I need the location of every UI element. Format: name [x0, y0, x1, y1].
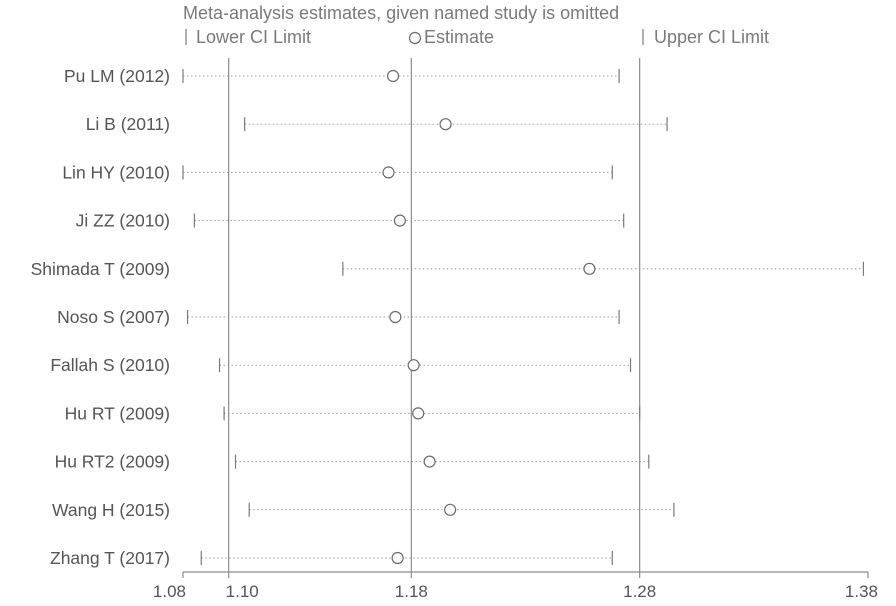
study-label: Hu RT (2009)	[65, 403, 170, 423]
legend-lower-label: Lower CI Limit	[196, 27, 311, 47]
legend-estimate-marker	[408, 31, 422, 45]
study-label: Li B (2011)	[86, 114, 170, 134]
study-row: Li B (2011)	[86, 114, 668, 134]
study-row: Pu LM (2012)	[64, 66, 620, 86]
estimate-marker	[444, 503, 457, 516]
estimate-marker	[389, 310, 402, 324]
legend-estimate-label: Estimate	[424, 27, 494, 47]
study-label: Hu RT2 (2009)	[55, 452, 170, 472]
study-label: Shimada T (2009)	[31, 259, 170, 279]
legend-upper-label: Upper CI Limit	[654, 27, 769, 47]
study-label: Lin HY (2010)	[62, 162, 170, 182]
x-tick-label: 1.18	[395, 582, 428, 601]
reference-lines	[228, 58, 641, 572]
estimate-marker	[439, 118, 452, 131]
study-label: Wang H (2015)	[52, 500, 170, 520]
study-row: Hu RT (2009)	[65, 403, 641, 423]
study-row: Noso S (2007)	[57, 307, 620, 327]
estimate-marker	[423, 455, 436, 468]
study-label: Fallah S (2010)	[50, 355, 170, 375]
study-row: Hu RT2 (2009)	[55, 452, 650, 472]
study-row: Lin HY (2010)	[62, 162, 613, 182]
study-label: Pu LM (2012)	[64, 66, 170, 86]
estimate-marker	[407, 359, 420, 372]
estimate-marker	[583, 262, 596, 275]
x-tick-label: 1.38	[845, 582, 878, 601]
x-tick-label: 1.10	[226, 582, 259, 601]
study-row: Fallah S (2010)	[50, 355, 632, 375]
chart-title: Meta-analysis estimates, given named stu…	[183, 3, 619, 23]
study-row: Wang H (2015)	[52, 500, 675, 520]
x-tick-label: 1.08	[153, 582, 186, 601]
estimate-marker	[391, 551, 404, 565]
estimate-marker	[412, 407, 425, 420]
legend: Lower CI Limit Estimate Upper CI Limit	[185, 27, 769, 47]
study-label: Noso S (2007)	[57, 307, 170, 327]
x-tick-label: 1.28	[623, 582, 656, 601]
study-label: Ji ZZ (2010)	[76, 211, 170, 231]
estimate-marker	[382, 166, 395, 179]
study-row: Zhang T (2017)	[50, 548, 613, 568]
study-label: Zhang T (2017)	[50, 548, 170, 568]
x-axis: 1.08 1.10 1.18 1.28 1.38	[153, 571, 878, 601]
study-row: Ji ZZ (2010)	[76, 211, 625, 231]
study-rows: Pu LM (2012) Li B (2011) Lin HY (2010) Ji Z…	[31, 66, 865, 568]
study-row: Shimada T (2009)	[31, 259, 865, 279]
estimate-marker	[393, 214, 407, 227]
estimate-marker	[386, 69, 400, 83]
